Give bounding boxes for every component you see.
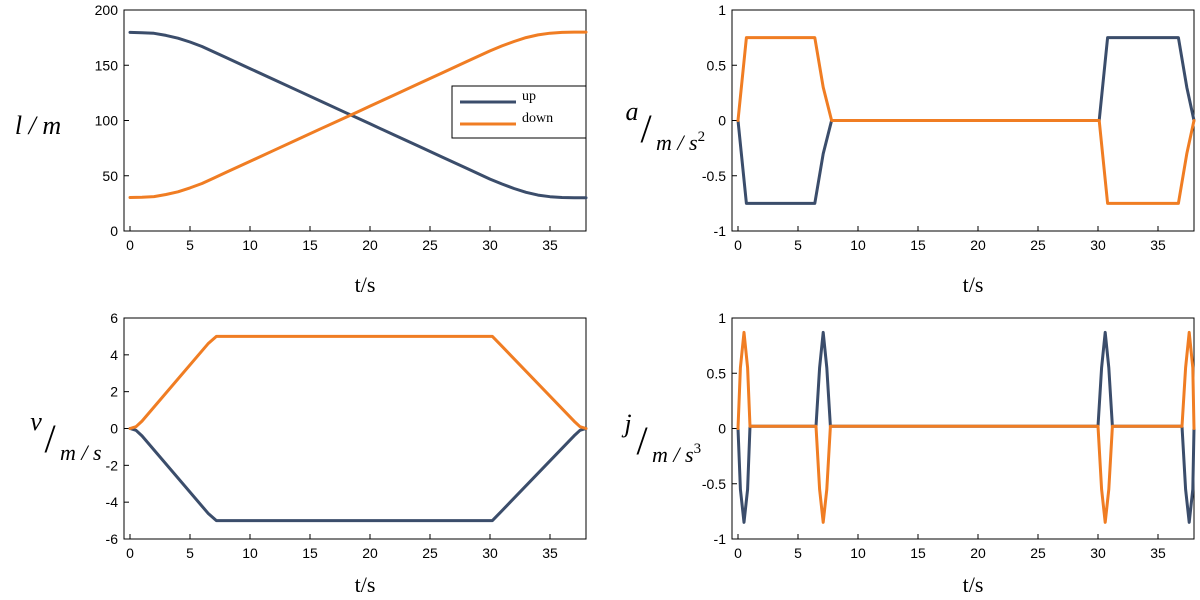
x-tick-label: 30 [1090, 237, 1106, 253]
y-tick-label: -0.5 [702, 476, 726, 492]
y-tick-label: 150 [95, 57, 119, 73]
y-tick-label: 0.5 [707, 57, 727, 73]
x-tick-label: 15 [302, 237, 318, 253]
y-tick-label: 2 [110, 384, 118, 400]
x-axis-label: t/s [355, 272, 376, 297]
y-tick-label: 0 [110, 223, 118, 239]
x-tick-label: 0 [734, 237, 742, 253]
y-axis-label-exponent: 2 [698, 129, 706, 145]
plot-frame [123, 317, 587, 540]
x-tick-label: 25 [422, 237, 438, 253]
y-axis-label-slash: / [44, 416, 56, 461]
x-tick-label: 25 [422, 545, 438, 561]
x-axis-label: t/s [355, 572, 376, 597]
y-axis-label-unit: m / s2 [656, 129, 705, 155]
x-tick-label: 0 [734, 545, 742, 561]
x-tick-label: 35 [542, 237, 558, 253]
y-axis-label-unit: m / s3 [652, 441, 701, 467]
y-tick-label: -6 [106, 531, 119, 547]
y-tick-label: 50 [102, 168, 118, 184]
x-tick-label: 15 [910, 545, 926, 561]
plot-frame [731, 317, 1195, 540]
x-axis-label: t/s [963, 572, 984, 597]
y-axis-label-unit: m / s [60, 440, 102, 465]
x-tick-label: 35 [1150, 237, 1166, 253]
y-tick-label: 1 [718, 2, 726, 18]
chart-velocity: -6 -4 -2 0 2 4 6 0 5 10 15 20 25 30 35 t/s v / m / s [30, 310, 588, 597]
series-line-up [128, 427, 588, 523]
x-tick-label: 20 [362, 237, 378, 253]
y-tick-label: 1 [718, 310, 726, 326]
legend-label-up: up [522, 89, 536, 104]
x-tick-label: 5 [186, 237, 194, 253]
y-tick-label: 100 [95, 113, 119, 129]
y-tick-label: 0 [718, 421, 726, 437]
x-tick-label: 15 [910, 237, 926, 253]
x-tick-label: 25 [1030, 545, 1046, 561]
x-axis-label: t/s [963, 272, 984, 297]
x-tick-label: 10 [850, 237, 866, 253]
x-tick-label: 20 [362, 545, 378, 561]
x-tick-label: 20 [970, 545, 986, 561]
y-tick-label: 6 [110, 310, 118, 326]
y-tick-label: -1 [714, 531, 727, 547]
y-tick-label: 0 [718, 113, 726, 129]
y-axis-label-slash: / [640, 106, 652, 151]
legend: up down [451, 85, 587, 139]
x-tick-label: 5 [794, 237, 802, 253]
y-axis-label-quantity: v [30, 407, 42, 436]
y-axis-label-slash: / [636, 418, 648, 463]
series-line-down [736, 36, 1196, 205]
y-axis-label-quantity: a [626, 97, 639, 126]
x-tick-label: 10 [242, 237, 258, 253]
x-tick-label: 10 [850, 545, 866, 561]
x-tick-label: 10 [242, 545, 258, 561]
x-tick-label: 30 [1090, 545, 1106, 561]
y-tick-label: 0 [110, 421, 118, 437]
y-axis-label-quantity: j [621, 409, 631, 438]
x-tick-label: 0 [126, 237, 134, 253]
legend-box [451, 85, 587, 139]
chart-jerk: -1-0.500.510 5 10 15 20 25 30 35t/sj / m / s3 [621, 310, 1196, 597]
x-tick-label: 35 [1150, 545, 1166, 561]
y-tick-label: -0.5 [702, 168, 726, 184]
y-axis-label-exponent: 3 [694, 441, 702, 457]
y-tick-label: 200 [95, 2, 119, 18]
series-line-down [736, 330, 1196, 524]
y-tick-label: 4 [110, 347, 118, 363]
chart-length: 0 50 100 150 200 0 5 10 15 20 25 30 35 t/s l / m up down [15, 2, 588, 297]
chart-acceleration: -1-0.500.510 5 10 15 20 25 30 35t/sa / m / s2 [626, 2, 1196, 297]
y-tick-label: -4 [106, 494, 119, 510]
x-tick-label: 30 [482, 545, 498, 561]
y-tick-label: -2 [106, 457, 119, 473]
x-tick-label: 15 [302, 545, 318, 561]
y-tick-label: 0.5 [707, 365, 727, 381]
legend-label-down: down [522, 111, 553, 126]
y-tick-label: -1 [714, 223, 727, 239]
x-tick-label: 5 [794, 545, 802, 561]
series-line-down [128, 30, 588, 199]
x-tick-label: 0 [126, 545, 134, 561]
x-tick-label: 30 [482, 237, 498, 253]
series-line-up [128, 30, 588, 200]
x-tick-label: 35 [542, 545, 558, 561]
x-tick-label: 25 [1030, 237, 1046, 253]
x-tick-label: 5 [186, 545, 194, 561]
y-axis-label: l / m [15, 111, 61, 140]
x-tick-label: 20 [970, 237, 986, 253]
series-line-down [128, 334, 588, 430]
